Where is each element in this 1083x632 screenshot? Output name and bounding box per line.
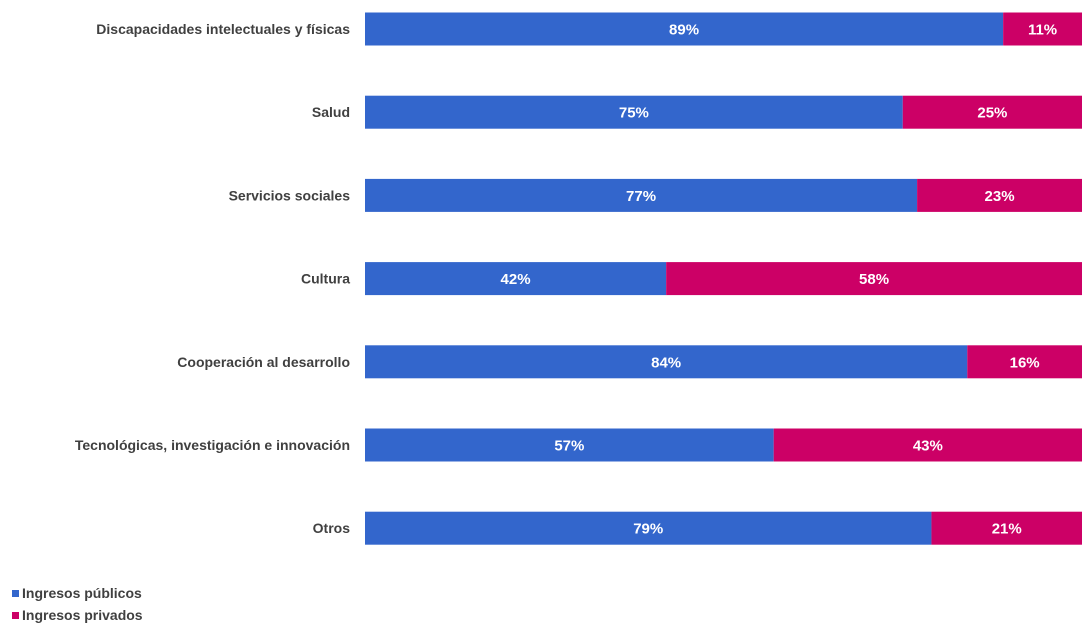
bar-ingresos-publicos-salud [365,95,903,129]
data-label-ingresos-publicos-otros: 79% [633,521,663,538]
data-label-ingresos-publicos-cultura: 42% [501,271,531,288]
legend-swatch-ingresos-privados [12,611,19,619]
bar-ingresos-privados-discapacidades-intelectuales-y-fisicas [1003,12,1082,46]
bar-ingresos-privados-servicios-sociales [917,178,1082,212]
bar-ingresos-publicos-cultura [365,262,667,296]
data-label-ingresos-privados-cultura: 58% [859,271,889,288]
legend-item-ingresos-publicos: Ingresos públicos [12,582,143,604]
category-label-tecnologicas-investigacion-e-innovacion: Tecnológicas, investigación e innovación [75,437,350,453]
bar-ingresos-publicos-discapacidades-intelectuales-y-fisicas [365,12,1004,46]
bar-ingresos-publicos-otros [365,511,932,545]
category-label-otros: Otros [313,520,351,536]
data-label-ingresos-privados-servicios-sociales: 23% [985,188,1015,205]
data-label-ingresos-privados-salud: 25% [977,105,1007,122]
bar-ingresos-publicos-servicios-sociales [365,178,918,212]
category-label-cultura: Cultura [301,271,350,287]
data-label-ingresos-publicos-salud: 75% [619,105,649,122]
data-label-ingresos-publicos-servicios-sociales: 77% [626,188,656,205]
category-label-salud: Salud [312,104,350,120]
category-label-servicios-sociales: Servicios sociales [229,187,351,203]
data-label-ingresos-publicos-cooperacion-al-desarrollo: 84% [651,354,681,371]
bar-group-tecnologicas-investigacion-e-innovacion: Tecnológicas, investigación e innovación… [75,428,1082,462]
bar-ingresos-privados-cooperacion-al-desarrollo [967,345,1082,379]
data-label-ingresos-publicos-discapacidades-intelectuales-y-fisicas: 89% [669,22,699,39]
bar-group-discapacidades-intelectuales-y-fisicas: Discapacidades intelectuales y físicas 89… [96,12,1082,46]
data-label-ingresos-privados-cooperacion-al-desarrollo: 16% [1010,354,1040,371]
legend-label-ingresos-publicos: Ingresos públicos [22,585,142,601]
category-label-discapacidades-intelectuales-y-fisicas: Discapacidades intelectuales y físicas [96,21,350,37]
bar-ingresos-publicos-tecnologicas-investigacion-e-innovacion [365,428,774,462]
bar-ingresos-publicos-cooperacion-al-desarrollo [365,345,968,379]
legend-swatch-ingresos-publicos [12,589,19,597]
bar-group-salud: Salud 75% 25% [312,95,1082,129]
data-label-ingresos-privados-discapacidades-intelectuales-y-fisicas: 11% [1028,22,1057,39]
legend-label-ingresos-privados: Ingresos privados [22,607,143,623]
bar-group-servicios-sociales: Servicios sociales 77% 23% [229,178,1082,212]
bar-ingresos-privados-cultura [666,262,1082,296]
data-label-ingresos-privados-otros: 21% [992,521,1022,538]
legend-item-ingresos-privados: Ingresos privados [12,604,143,626]
bar-ingresos-privados-otros [931,511,1082,545]
bar-group-cooperacion-al-desarrollo: Cooperación al desarrollo 84% 16% [177,345,1082,379]
category-label-cooperacion-al-desarrollo: Cooperación al desarrollo [177,354,350,370]
legend: Ingresos públicos Ingresos privados [12,582,143,626]
data-label-ingresos-privados-tecnologicas-investigacion-e-innovacion: 43% [913,438,943,455]
bar-group-cultura: Cultura 42% 58% [301,262,1082,296]
bar-group-otros: Otros 79% 21% [313,511,1082,545]
bar-ingresos-privados-salud [902,95,1082,129]
bar-ingresos-privados-tecnologicas-investigacion-e-innovacion [773,428,1082,462]
data-label-ingresos-publicos-tecnologicas-investigacion-e-innovacion: 57% [554,438,584,455]
